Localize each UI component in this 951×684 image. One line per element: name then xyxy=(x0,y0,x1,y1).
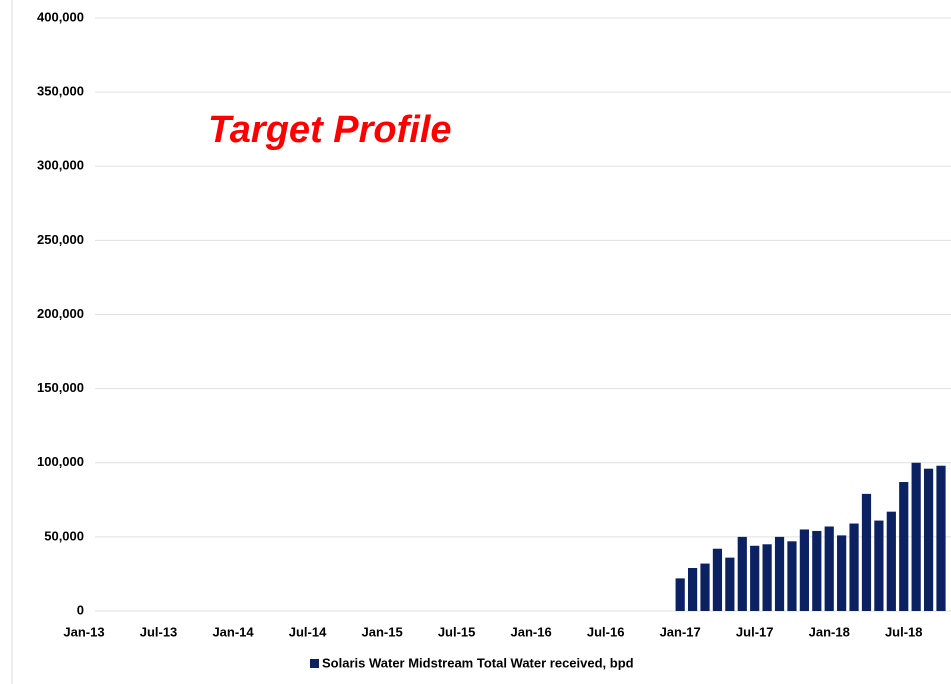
bar xyxy=(936,465,946,611)
bar xyxy=(899,482,909,611)
bar xyxy=(861,493,872,611)
bar xyxy=(774,536,785,611)
annotation: Target Profile xyxy=(208,109,452,151)
bar xyxy=(812,530,822,611)
x-tick-label: Jul-13 xyxy=(140,624,178,639)
bar xyxy=(886,511,896,611)
bar xyxy=(725,557,735,611)
bar xyxy=(712,548,723,611)
bar xyxy=(700,563,710,611)
y-tick-label: 100,000 xyxy=(37,454,84,469)
x-tick-label: Jul-18 xyxy=(885,624,923,639)
y-tick-label: 250,000 xyxy=(37,232,84,247)
bar xyxy=(837,535,847,611)
y-tick-label: 200,000 xyxy=(37,306,84,321)
x-tick-label: Jan-15 xyxy=(361,624,402,639)
y-tick-label: 400,000 xyxy=(37,9,84,24)
bar xyxy=(874,520,884,611)
bar xyxy=(923,468,934,611)
x-tick-label: Jan-16 xyxy=(511,624,552,639)
x-tick-label: Jan-13 xyxy=(63,624,104,639)
y-tick-label: 50,000 xyxy=(44,528,84,543)
x-tick-label: Jan-17 xyxy=(660,624,701,639)
y-tick-label: 300,000 xyxy=(37,158,84,173)
bar xyxy=(762,544,772,611)
bar xyxy=(787,541,797,611)
x-tick-label: Jul-16 xyxy=(587,624,625,639)
x-tick-label: Jan-18 xyxy=(809,624,850,639)
legend-swatch xyxy=(310,659,319,668)
y-tick-label: 0 xyxy=(77,602,84,617)
x-tick-label: Jul-17 xyxy=(736,624,774,639)
bar xyxy=(849,523,859,611)
bar xyxy=(750,545,760,611)
bar xyxy=(675,578,685,611)
bar xyxy=(687,568,698,611)
bar xyxy=(824,526,834,611)
y-tick-label: 350,000 xyxy=(37,84,84,99)
x-tick-label: Jan-14 xyxy=(212,624,254,639)
bar xyxy=(737,536,747,611)
x-tick-label: Jul-14 xyxy=(289,624,327,639)
y-tick-label: 150,000 xyxy=(37,380,84,395)
bar xyxy=(799,529,809,611)
legend-label: Solaris Water Midstream Total Water rece… xyxy=(322,655,634,670)
bar xyxy=(911,462,921,611)
x-tick-label: Jul-15 xyxy=(438,624,476,639)
